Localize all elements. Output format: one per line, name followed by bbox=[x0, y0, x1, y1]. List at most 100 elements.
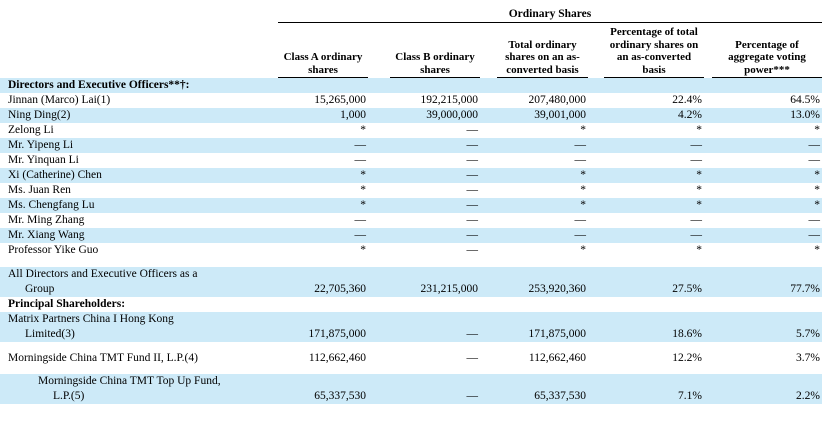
row-label: Mr. Ming Zhang bbox=[8, 214, 85, 226]
cell-class-b: — bbox=[466, 124, 479, 136]
cell-pct-total: — bbox=[690, 154, 703, 166]
cell-class-a: 15,265,000 bbox=[314, 94, 366, 106]
table-row-juan-ren: Ms. Juan Ren * — * * * bbox=[0, 183, 822, 198]
cell-pct-voting: — bbox=[712, 138, 822, 153]
empty-cell bbox=[0, 23, 278, 78]
row-label: Mr. Xiang Wang bbox=[0, 228, 278, 243]
cell-class-a: 112,662,460 bbox=[308, 352, 366, 364]
cell-pct-total: 27.5% bbox=[604, 267, 704, 297]
cell-total: * bbox=[580, 244, 586, 256]
cell-pct-voting: — bbox=[712, 228, 822, 243]
gap-cell bbox=[368, 23, 390, 78]
column-header-pct-total: Percentage of total ordinary shares on a… bbox=[604, 22, 704, 78]
cell-pct-total: * bbox=[604, 198, 704, 213]
gap-cell bbox=[480, 23, 497, 78]
cell-class-b: — bbox=[390, 168, 480, 183]
cell-class-a: * bbox=[360, 184, 366, 196]
section-label: Directors and Executive Officers**†: bbox=[0, 77, 278, 93]
cell-pct-voting: — bbox=[808, 154, 821, 166]
row-label-line2: L.P.(5) bbox=[53, 390, 85, 402]
cell-pct-voting: 2.2% bbox=[712, 374, 822, 404]
row-label: Matrix Partners China I Hong Kong Limite… bbox=[0, 312, 278, 342]
gap-cell bbox=[588, 23, 604, 78]
cell-total: 207,480,000 bbox=[528, 94, 587, 106]
cell-pct-total: 4.2% bbox=[604, 108, 704, 123]
cell-class-b: — bbox=[390, 228, 480, 243]
cell-class-a: 65,337,530 bbox=[278, 374, 368, 404]
table-row-yike-guo: Professor Yike Guo * — * * * bbox=[0, 243, 822, 258]
cell-class-a: * bbox=[360, 244, 366, 256]
cell-total: — bbox=[497, 228, 588, 243]
cell-pct-total: 22.4% bbox=[672, 94, 702, 106]
cell-pct-voting: * bbox=[814, 244, 820, 256]
empty-cell bbox=[0, 0, 278, 23]
cell-pct-voting: 77.7% bbox=[712, 267, 822, 297]
table-row-morningside-top-up-fund: Morningside China TMT Top Up Fund, L.P.(… bbox=[0, 374, 822, 404]
cell-pct-total: — bbox=[604, 228, 704, 243]
column-header-total-shares: Total ordinary shares on an as-converted… bbox=[497, 22, 588, 78]
cell-class-b: — bbox=[390, 138, 480, 153]
cell-class-a: * bbox=[278, 168, 368, 183]
cell-pct-total: — bbox=[690, 214, 703, 226]
column-header-class-b: Class B ordinary shares bbox=[390, 22, 480, 78]
cell-class-b: — bbox=[390, 374, 480, 404]
column-header-class-a: Class A ordinary shares bbox=[278, 22, 368, 78]
group-header-ordinary-shares: Ordinary Shares bbox=[278, 0, 822, 23]
cell-pct-voting: — bbox=[808, 214, 821, 226]
cell-class-a: — bbox=[354, 154, 367, 166]
cell-pct-voting: * bbox=[712, 198, 822, 213]
cell-class-a: 22,705,360 bbox=[278, 267, 368, 297]
cell-total: * bbox=[580, 124, 586, 136]
cell-class-b: — bbox=[390, 198, 480, 213]
cell-pct-total: 12.2% bbox=[672, 352, 702, 364]
cell-pct-voting: 3.7% bbox=[796, 352, 820, 364]
cell-pct-voting: 5.7% bbox=[712, 312, 822, 342]
row-label: Morningside China TMT Top Up Fund, L.P.(… bbox=[0, 374, 278, 404]
cell-total: * bbox=[580, 184, 586, 196]
row-label: Xi (Catherine) Chen bbox=[0, 168, 278, 183]
table-row-matrix-partners: Matrix Partners China I Hong Kong Limite… bbox=[0, 312, 822, 342]
cell-class-b: — bbox=[390, 312, 480, 342]
row-label-line1: Morningside China TMT Top Up Fund, bbox=[38, 375, 221, 387]
ownership-table: Ordinary Shares Class A ordinary shares … bbox=[0, 0, 822, 404]
row-label: Professor Yike Guo bbox=[8, 244, 99, 256]
cell-class-b: — bbox=[466, 352, 479, 364]
row-label: Ning Ding(2) bbox=[0, 108, 278, 123]
cell-class-a: * bbox=[278, 198, 368, 213]
row-label: All Directors and Executive Officers as … bbox=[0, 267, 278, 297]
cell-class-a: 171,875,000 bbox=[278, 312, 368, 342]
row-label: Morningside China TMT Fund II, L.P.(4) bbox=[8, 352, 198, 364]
cell-pct-total: * bbox=[696, 244, 702, 256]
row-label: Ms. Juan Ren bbox=[8, 184, 71, 196]
cell-pct-total: * bbox=[696, 184, 702, 196]
row-label: Ms. Chengfang Lu bbox=[0, 198, 278, 213]
cell-pct-voting: * bbox=[712, 168, 822, 183]
table-row-jinnan-lai: Jinnan (Marco) Lai(1) 15,265,000 192,215… bbox=[0, 93, 822, 108]
cell-class-b: 231,215,000 bbox=[390, 267, 480, 297]
spacer-row bbox=[0, 258, 822, 267]
gap-cell bbox=[704, 23, 712, 78]
cell-pct-voting: 64.5% bbox=[790, 94, 820, 106]
row-label: Mr. Yinquan Li bbox=[8, 154, 79, 166]
cell-class-a: — bbox=[354, 214, 367, 226]
table-row-ning-ding: Ning Ding(2) 1,000 39,000,000 39,001,000… bbox=[0, 108, 822, 123]
cell-class-a: — bbox=[278, 228, 368, 243]
row-label-line2: Limited(3) bbox=[25, 328, 75, 340]
row-label-line1: All Directors and Executive Officers as … bbox=[8, 268, 198, 280]
row-label: Mr. Yipeng Li bbox=[0, 138, 278, 153]
cell-total: 112,662,460 bbox=[528, 352, 586, 364]
table-row-xiang-wang: Mr. Xiang Wang — — — — — bbox=[0, 228, 822, 243]
cell-pct-total: 18.6% bbox=[604, 312, 704, 342]
cell-class-b: — bbox=[466, 244, 479, 256]
cell-total: 65,337,530 bbox=[497, 374, 588, 404]
column-header-row: Class A ordinary shares Class B ordinary… bbox=[0, 22, 822, 78]
section-row-directors: Directors and Executive Officers**†: bbox=[0, 77, 822, 93]
cell-class-a: 1,000 bbox=[278, 108, 368, 123]
section-label: Principal Shareholders: bbox=[8, 298, 126, 310]
cell-pct-total: * bbox=[604, 168, 704, 183]
table-row-morningside-fund-ii: Morningside China TMT Fund II, L.P.(4) 1… bbox=[0, 342, 822, 374]
cell-total: * bbox=[497, 168, 588, 183]
table-row-all-directors-group: All Directors and Executive Officers as … bbox=[0, 267, 822, 297]
cell-class-b: — bbox=[466, 184, 479, 196]
cell-total: — bbox=[497, 138, 588, 153]
